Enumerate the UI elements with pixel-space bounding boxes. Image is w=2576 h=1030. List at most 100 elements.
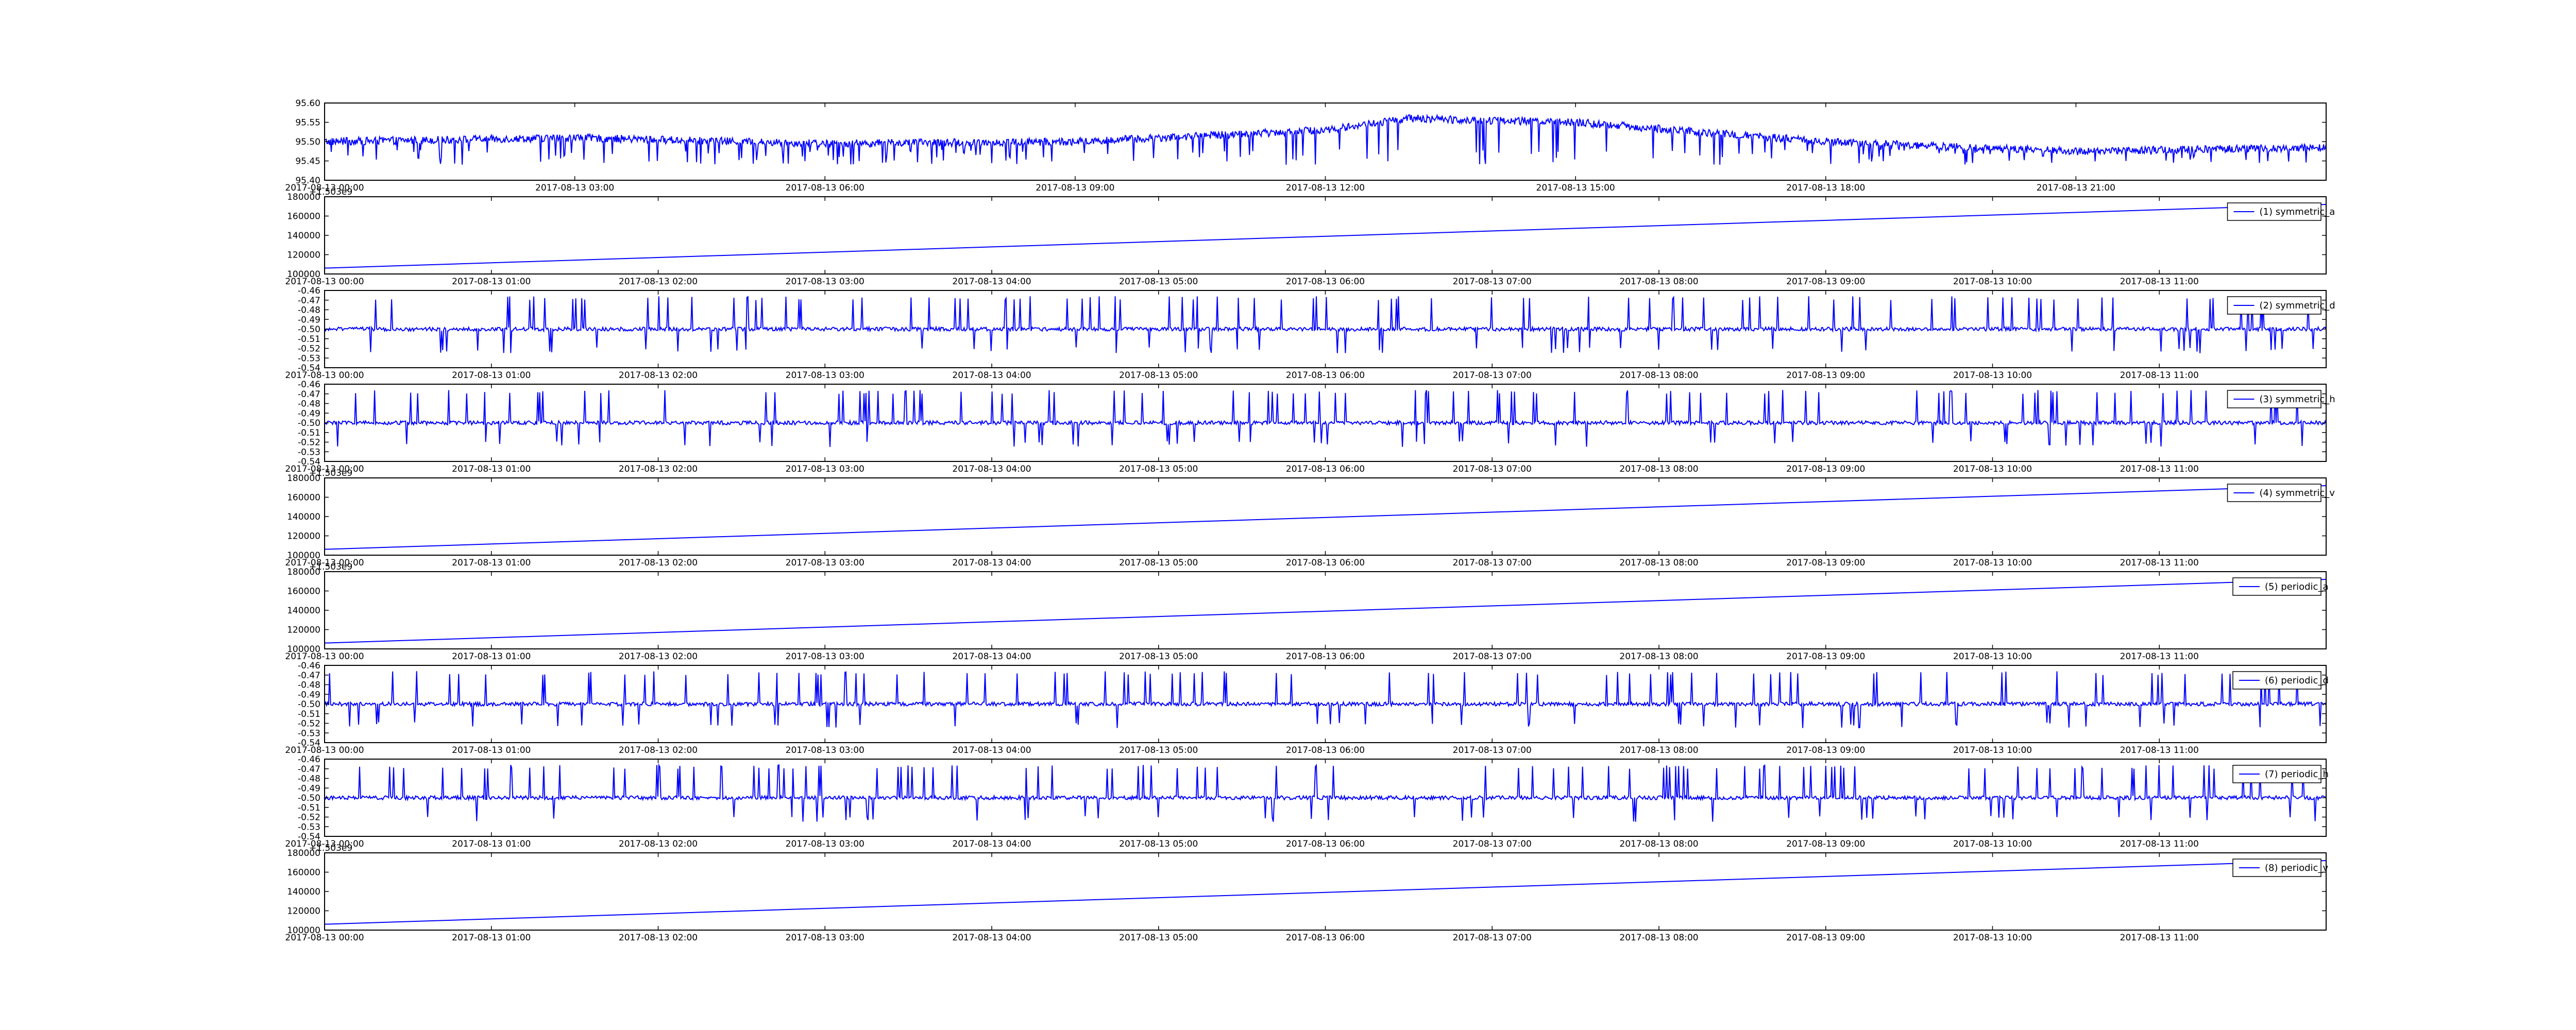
x-tick-label-5-5: 2017-08-13 05:00 [1119,651,1198,662]
x-tick-label-4-10: 2017-08-13 10:00 [1953,558,2032,568]
axes-frame-4 [324,477,2327,556]
axes-frame-5 [324,571,2327,649]
y-tick-label-7-5: -0.49 [298,783,320,794]
x-tick-label-1-4: 2017-08-13 04:00 [952,277,1031,287]
y-tick-label-4-3: 160000 [287,493,320,503]
series-line-5-0 [324,579,2327,644]
y-tick-label-6-3: -0.51 [298,709,320,719]
x-tick-label-6-2: 2017-08-13 02:00 [619,745,698,756]
x-tick-label-0-2: 2017-08-13 06:00 [786,183,865,193]
x-tick-label-2-2: 2017-08-13 02:00 [619,370,698,381]
x-tick-label-7-5: 2017-08-13 05:00 [1119,839,1198,849]
x-tick-label-0-0: 2017-08-13 00:00 [285,183,364,193]
x-tick-label-6-9: 2017-08-13 09:00 [1786,745,1865,756]
x-tick-label-4-0: 2017-08-13 00:00 [285,558,364,568]
x-tick-label-8-1: 2017-08-13 01:00 [452,933,531,943]
y-tick-label-6-6: -0.48 [298,680,320,691]
x-tick-label-7-9: 2017-08-13 09:00 [1786,839,1865,849]
x-tick-label-8-4: 2017-08-13 04:00 [952,933,1031,943]
y-tick-label-3-0: -0.54 [298,457,320,467]
y-tick-label-2-1: -0.53 [298,353,320,364]
y-tick-label-7-2: -0.52 [298,813,320,823]
y-tick-label-6-2: -0.52 [298,719,320,729]
y-tick-label-6-4: -0.50 [298,699,320,710]
x-tick-label-0-4: 2017-08-13 12:00 [1286,183,1365,193]
x-tick-label-5-11: 2017-08-13 11:00 [2120,651,2199,662]
y-tick-label-1-3: 160000 [287,212,320,222]
x-tick-label-6-5: 2017-08-13 05:00 [1119,745,1198,756]
legend-6: (6) periodic_d [2232,671,2329,690]
y-tick-label-2-6: -0.48 [298,305,320,316]
x-tick-label-4-8: 2017-08-13 08:00 [1619,558,1698,568]
y-tick-label-8-0: 100000 [287,925,320,936]
x-tick-label-2-10: 2017-08-13 10:00 [1953,370,2032,381]
series-line-4-0 [324,485,2327,550]
x-tick-label-1-3: 2017-08-13 03:00 [786,277,865,287]
y-tick-label-1-4: 180000 [287,192,320,202]
series-line-2 [324,296,2327,353]
legend-5: (5) periodic_a [2232,577,2329,596]
x-tick-label-5-8: 2017-08-13 08:00 [1619,651,1698,662]
x-tick-label-0-1: 2017-08-13 03:00 [535,183,614,193]
y-tick-label-3-6: -0.48 [298,399,320,409]
x-tick-label-8-5: 2017-08-13 05:00 [1119,933,1198,943]
x-tick-label-4-5: 2017-08-13 05:00 [1119,558,1198,568]
legend-7: (7) periodic_h [2232,765,2329,783]
x-tick-label-3-7: 2017-08-13 07:00 [1453,464,1532,474]
x-tick-label-2-6: 2017-08-13 06:00 [1286,370,1365,381]
y-tick-label-6-5: -0.49 [298,690,320,700]
x-tick-label-8-8: 2017-08-13 08:00 [1619,933,1698,943]
legend-label-5: (5) periodic_a [2265,581,2329,592]
y-tick-label-5-2: 140000 [287,606,320,616]
x-tick-label-3-9: 2017-08-13 09:00 [1786,464,1865,474]
x-tick-label-4-6: 2017-08-13 06:00 [1286,558,1365,568]
x-tick-label-1-5: 2017-08-13 05:00 [1119,277,1198,287]
y-tick-label-1-0: 100000 [287,269,320,280]
x-tick-label-3-6: 2017-08-13 06:00 [1286,464,1365,474]
x-tick-label-6-7: 2017-08-13 07:00 [1453,745,1532,756]
y-tick-label-8-1: 120000 [287,906,320,917]
x-tick-label-7-0: 2017-08-13 00:00 [285,839,364,849]
x-tick-label-7-11: 2017-08-13 11:00 [2120,839,2199,849]
legend-label-2: (2) symmetric_d [2260,300,2335,311]
x-tick-label-2-0: 2017-08-13 00:00 [285,370,364,381]
y-tick-label-1-1: 120000 [287,250,320,261]
axes-frame-0 [324,102,2327,181]
x-tick-label-2-8: 2017-08-13 08:00 [1619,370,1698,381]
y-tick-label-4-2: 140000 [287,512,320,522]
x-tick-label-3-3: 2017-08-13 03:00 [786,464,865,474]
chart-panel-8: 100000 120000 140000 160000 180000+1.503e9 20… [285,843,2328,943]
offset-label-8: +1.503e9 [309,843,352,853]
x-tick-label-7-4: 2017-08-13 04:00 [952,839,1031,849]
x-tick-label-3-4: 2017-08-13 04:00 [952,464,1031,474]
y-tick-label-3-3: -0.51 [298,428,320,438]
x-tick-label-6-11: 2017-08-13 11:00 [2120,745,2199,756]
chart-panel-4: 100000 120000 140000 160000 180000+1.503e9 20… [285,468,2335,568]
x-tick-label-4-9: 2017-08-13 09:00 [1786,558,1865,568]
x-tick-label-6-0: 2017-08-13 00:00 [285,745,364,756]
series-line-0 [324,113,2327,165]
x-tick-label-1-10: 2017-08-13 10:00 [1953,277,2032,287]
y-tick-label-6-8: -0.46 [298,661,320,671]
x-tick-label-6-8: 2017-08-13 08:00 [1619,745,1698,756]
x-tick-label-3-5: 2017-08-13 05:00 [1119,464,1198,474]
x-tick-label-1-8: 2017-08-13 08:00 [1619,277,1698,287]
x-tick-label-4-2: 2017-08-13 02:00 [619,558,698,568]
x-tick-label-0-6: 2017-08-13 18:00 [1786,183,1865,193]
x-tick-label-1-2: 2017-08-13 02:00 [619,277,698,287]
x-tick-label-3-2: 2017-08-13 02:00 [619,464,698,474]
legend-label-4: (4) symmetric_v [2260,488,2335,499]
legend-2: (2) symmetric_d [2227,296,2335,315]
x-tick-label-8-6: 2017-08-13 06:00 [1286,933,1365,943]
chart-panel-0: 95.40 95.45 95.50 95.55 95.60 2017-08-13 00:0… [285,98,2327,193]
y-tick-label-3-7: -0.47 [298,389,320,400]
x-tick-label-2-11: 2017-08-13 11:00 [2120,370,2199,381]
x-tick-label-8-0: 2017-08-13 00:00 [285,933,364,943]
x-tick-label-6-1: 2017-08-13 01:00 [452,745,531,756]
x-tick-label-2-7: 2017-08-13 07:00 [1453,370,1532,381]
y-tick-label-4-4: 180000 [287,473,320,484]
y-tick-label-2-8: -0.46 [298,286,320,296]
x-tick-label-5-2: 2017-08-13 02:00 [619,651,698,662]
x-tick-label-2-1: 2017-08-13 01:00 [452,370,531,381]
chart-panel-7: -0.54-0.53-0.52-0.51-0.50-0.49-0.48-0.47… [285,754,2328,849]
